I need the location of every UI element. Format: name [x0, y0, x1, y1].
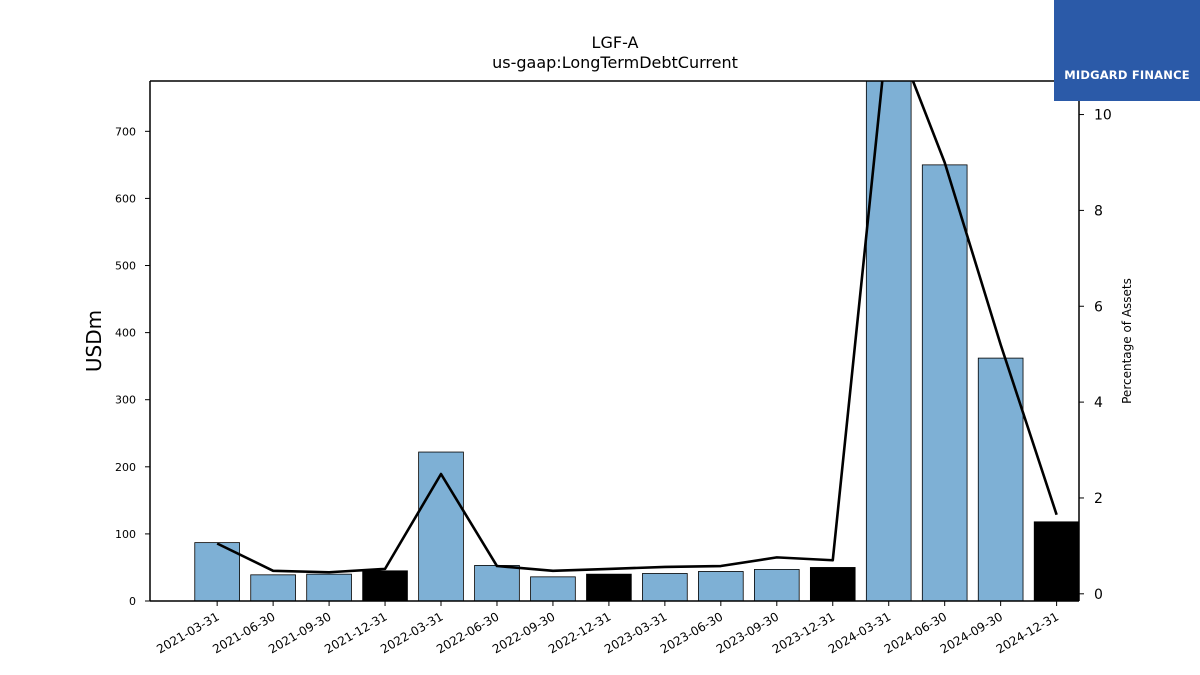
- x-tick-label: 2021-03-31: [154, 609, 221, 656]
- bar: [418, 451, 464, 601]
- bar: [306, 573, 352, 601]
- y2-tick-label: 2: [1094, 491, 1103, 507]
- line-group: [216, 81, 1058, 574]
- bar: [754, 569, 800, 601]
- bar: [474, 565, 520, 601]
- series-line: [216, 81, 1058, 574]
- bar: [1033, 521, 1079, 601]
- logo-text: MIDGARD FINANCE: [1064, 68, 1190, 82]
- y-axis-label: USDm: [82, 310, 106, 372]
- y2-tick-label: 6: [1094, 299, 1103, 315]
- y-tick-label: 700: [115, 125, 136, 138]
- y-tick-label: 200: [115, 461, 136, 474]
- x-tick-label: 2021-12-31: [322, 609, 389, 656]
- bar: [642, 573, 688, 601]
- y-tick-label: 300: [115, 394, 136, 407]
- bar-group: [194, 81, 1079, 601]
- x-tick-label: 2021-09-30: [266, 609, 333, 656]
- bar: [921, 164, 968, 601]
- x-tick-label: 2024-09-30: [938, 609, 1005, 656]
- x-tick-label: 2022-03-31: [378, 609, 445, 656]
- midgard-finance-logo: MIDGARD FINANCE: [1054, 0, 1200, 101]
- y-tick-label: 500: [115, 260, 136, 273]
- bar: [586, 573, 632, 601]
- x-tick-label: 2022-06-30: [434, 609, 501, 656]
- x-tick-label: 2024-06-30: [882, 609, 949, 656]
- bar: [250, 574, 296, 601]
- y-tick-label: 600: [115, 192, 136, 205]
- y-tick-label: 100: [115, 528, 136, 541]
- chart-title: LGF-A: [592, 33, 639, 52]
- bar: [698, 571, 744, 601]
- x-tick-label: 2023-09-30: [714, 609, 781, 656]
- bar: [194, 542, 240, 601]
- y2-tick-label: 10: [1094, 108, 1112, 124]
- bar: [977, 357, 1024, 601]
- x-tick-label: 2024-12-31: [994, 609, 1061, 656]
- y2-tick-label: 4: [1094, 395, 1103, 411]
- x-tick-label: 2022-09-30: [490, 609, 557, 656]
- x-tick-label: 2022-12-31: [546, 609, 613, 656]
- x-tick-label: 2024-03-31: [826, 609, 893, 656]
- x-tick-label: 2023-12-31: [770, 609, 837, 656]
- x-tick-label: 2023-03-31: [602, 609, 669, 656]
- chart-subtitle: us-gaap:LongTermDebtCurrent: [492, 53, 738, 72]
- y2-axis-label: Percentage of Assets: [1120, 278, 1134, 404]
- y2-tick-label: 0: [1094, 587, 1103, 603]
- y2-tick-label: 8: [1094, 203, 1103, 219]
- logo-mark-icon: [1054, 0, 1200, 101]
- bar: [530, 576, 576, 601]
- bar: [362, 570, 408, 601]
- y-tick-label: 400: [115, 327, 136, 340]
- x-tick-label: 2023-06-30: [658, 609, 725, 656]
- bar: [809, 567, 856, 601]
- y-tick-label: 0: [129, 595, 136, 608]
- x-tick-label: 2021-06-30: [210, 609, 277, 656]
